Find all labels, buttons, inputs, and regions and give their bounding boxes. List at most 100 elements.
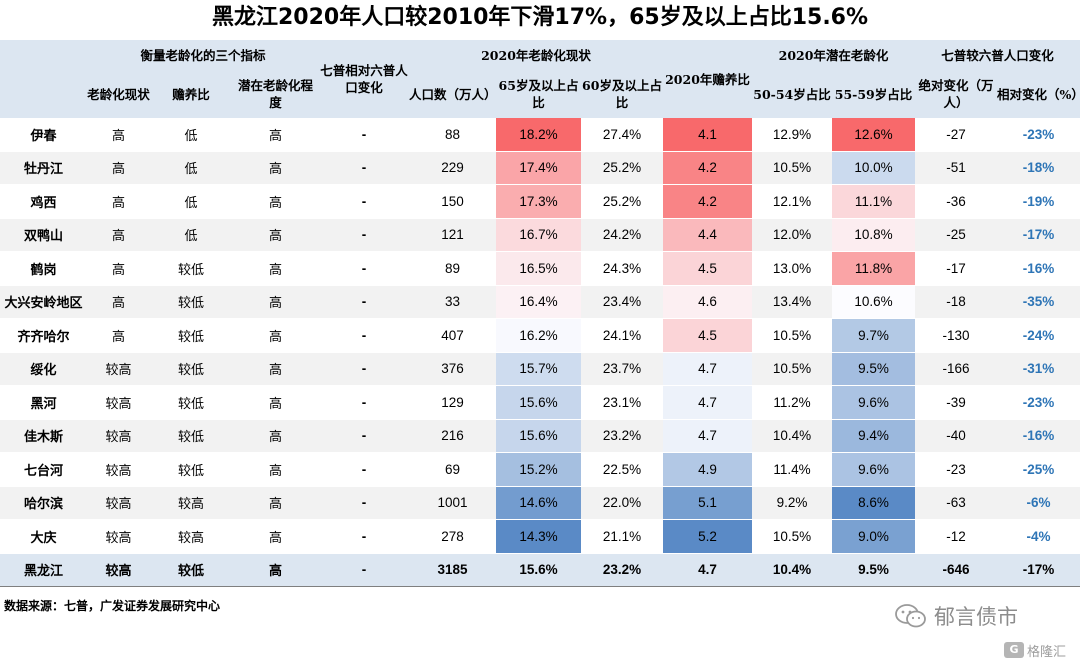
header-abs-change: 绝对变化（万人） [915, 70, 998, 118]
header-potential-degree: 潜在老龄化程度 [232, 70, 319, 118]
cell-region-name: 绥化 [0, 352, 87, 386]
table-row: 牡丹江高低高 -229 17.4% 25.2% 4.2 10.5% 10.0% -51 -18% [0, 151, 1080, 185]
cell-dependency-ratio: 4.2 [663, 184, 753, 219]
cell-age60-share: 23.7% [581, 352, 664, 386]
watermark-text: 格隆汇 [1027, 644, 1067, 660]
cell-rel-change: -23% [997, 385, 1080, 420]
cell-dependency-ratio: 4.9 [663, 452, 753, 487]
cell-pop-change: - [319, 486, 409, 520]
cell-dependency-ratio: 4.1 [663, 118, 753, 152]
cell-potential-degree: 高 [232, 218, 319, 252]
cell-age65-share: 17.3% [496, 184, 581, 219]
cell-age60-share: 23.4% [581, 285, 664, 319]
total-age50-54-share: 10.4% [752, 553, 833, 587]
cell-dependency: 较高 [150, 486, 232, 520]
cell-abs-change: -27 [915, 118, 998, 152]
header-group-potential2020: 2020年潜在老龄化 [752, 40, 916, 70]
cell-rel-change: -17% [997, 218, 1080, 252]
cell-rel-change: -6% [997, 486, 1080, 520]
cell-age50-54-share: 12.1% [752, 184, 833, 219]
cell-dependency-ratio: 5.1 [663, 486, 753, 520]
cell-aging-status: 高 [87, 118, 150, 152]
cell-dependency: 较低 [150, 452, 232, 487]
cell-region-name: 佳木斯 [0, 419, 87, 453]
cell-abs-change: -130 [915, 318, 998, 353]
cell-aging-status: 较高 [87, 519, 150, 554]
cell-age60-share: 22.0% [581, 486, 664, 520]
table-row: 绥化 较高 较低高 -376 15.7% 23.7% 4.7 10.5% 9.5% -166 -31… [0, 352, 1080, 386]
cell-age55-59-share: 11.1% [832, 184, 916, 219]
cell-age50-54-share: 10.5% [752, 151, 833, 185]
cell-abs-change: -63 [915, 486, 998, 520]
total-dependency: 较低 [150, 553, 232, 587]
cell-age60-share: 21.1% [581, 519, 664, 554]
cell-age55-59-share: 9.5% [832, 352, 916, 386]
table-header: 衡量老龄化的三个指标 七普相对六普人口变化 2020年老龄化现状 2020年赡养… [0, 40, 1080, 118]
cell-pop-change: - [319, 151, 409, 185]
table-row: 佳木斯 较高 较低高 -216 15.6% 23.2% 4.7 10.4% 9.4% -40 -16… [0, 419, 1080, 453]
total-abs-change: -646 [915, 553, 998, 587]
cell-rel-change: -18% [997, 151, 1080, 185]
cell-abs-change: -25 [915, 218, 998, 252]
cell-pop-change: - [319, 285, 409, 319]
cell-population: 229 [409, 151, 496, 185]
cell-abs-change: -51 [915, 151, 998, 185]
cell-age65-share: 16.7% [496, 218, 581, 252]
cell-dependency: 低 [150, 218, 232, 252]
cell-population: 89 [409, 251, 496, 286]
total-aging-status: 较高 [87, 553, 150, 587]
cell-potential-degree: 高 [232, 352, 319, 386]
cell-potential-degree: 高 [232, 519, 319, 554]
cell-abs-change: -36 [915, 184, 998, 219]
header-age50-54: 50-54岁占比 [752, 70, 833, 118]
header-pop-change-single: 七普相对六普人口变化 [319, 40, 409, 118]
total-population: 3185 [409, 553, 496, 587]
cell-aging-status: 较高 [87, 452, 150, 487]
watermark: G 格隆汇 [1004, 640, 1066, 660]
cell-pop-change: - [319, 352, 409, 386]
cell-dependency: 低 [150, 118, 232, 152]
cell-age65-share: 15.7% [496, 352, 581, 386]
table-row: 伊春高低高 -88 18.2% 27.4% 4.1 12.9% 12.6% -27 -23% [0, 118, 1080, 152]
cell-abs-change: -166 [915, 352, 998, 386]
cell-age55-59-share: 11.8% [832, 251, 916, 286]
header-group-indicators: 衡量老龄化的三个指标 [87, 40, 319, 70]
header-group-status2020: 2020年老龄化现状 [409, 40, 664, 70]
cell-abs-change: -40 [915, 419, 998, 453]
header-rel-change: 相对变化（%） [997, 70, 1080, 118]
cell-dependency-ratio: 4.6 [663, 285, 753, 319]
cell-potential-degree: 高 [232, 251, 319, 286]
cell-age55-59-share: 10.0% [832, 151, 916, 185]
table-row: 大兴安岭地区高较低高 -33 16.4% 23.4% 4.6 13.4% 10.6% -18-… [0, 285, 1080, 319]
cell-age65-share: 15.2% [496, 452, 581, 487]
cell-pop-change: - [319, 519, 409, 554]
cell-age65-share: 14.3% [496, 519, 581, 554]
cell-age55-59-share: 9.4% [832, 419, 916, 453]
cell-dependency-ratio: 4.2 [663, 151, 753, 185]
cell-aging-status: 较高 [87, 385, 150, 420]
cell-population: 88 [409, 118, 496, 152]
cell-aging-status: 较高 [87, 352, 150, 386]
table-row: 黑河 较高 较低高 -129 15.6% 23.1% 4.7 11.2% 9.6% -39 -23% [0, 385, 1080, 420]
cell-region-name: 鸡西 [0, 184, 87, 219]
aging-table-wrapper: 衡量老龄化的三个指标 七普相对六普人口变化 2020年老龄化现状 2020年赡养… [0, 40, 1080, 587]
cell-dependency: 较低 [150, 318, 232, 353]
cell-abs-change: -12 [915, 519, 998, 554]
cell-aging-status: 较高 [87, 419, 150, 453]
page-title: 黑龙江2020年人口较2010年下滑17%，65岁及以上占比15.6% [211, 5, 869, 30]
cell-age50-54-share: 11.4% [752, 452, 833, 487]
cell-dependency-ratio: 4.5 [663, 318, 753, 353]
cell-aging-status: 高 [87, 184, 150, 219]
cell-region-name: 七台河 [0, 452, 87, 487]
wechat-icon [895, 604, 926, 628]
cell-age60-share: 24.2% [581, 218, 664, 252]
total-region-name: 黑龙江 [0, 553, 87, 587]
cell-aging-status: 高 [87, 318, 150, 353]
cell-age55-59-share: 9.7% [832, 318, 916, 353]
header-ratio2020: 2020年赡养比 [663, 40, 753, 118]
cell-pop-change: - [319, 118, 409, 152]
cell-age55-59-share: 8.6% [832, 486, 916, 520]
cell-population: 33 [409, 285, 496, 319]
total-rel-change: -17% [997, 553, 1080, 587]
cell-region-name: 大庆 [0, 519, 87, 554]
